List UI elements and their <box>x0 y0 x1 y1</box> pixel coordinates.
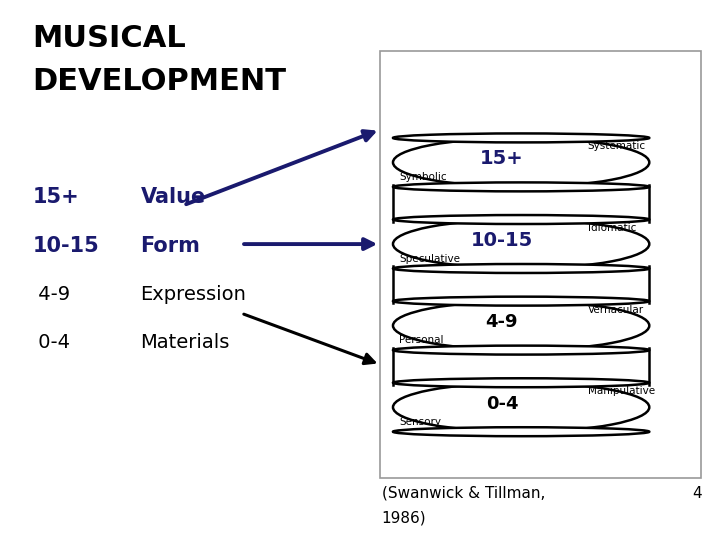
Text: Symbolic: Symbolic <box>400 172 447 182</box>
Ellipse shape <box>393 427 649 436</box>
Polygon shape <box>393 264 649 306</box>
Ellipse shape <box>393 378 649 387</box>
Text: 15+: 15+ <box>480 149 523 168</box>
Ellipse shape <box>393 138 649 187</box>
Text: 4-9: 4-9 <box>486 313 518 331</box>
FancyArrowPatch shape <box>244 314 374 363</box>
Bar <box>380 51 701 478</box>
Text: 15+: 15+ <box>32 187 79 207</box>
Text: DEVELOPMENT: DEVELOPMENT <box>32 68 287 97</box>
Text: 10-15: 10-15 <box>471 231 533 250</box>
Text: Vernacular: Vernacular <box>588 305 644 315</box>
Text: Idiomatic: Idiomatic <box>588 223 636 233</box>
FancyArrowPatch shape <box>186 131 374 204</box>
Text: Expression: Expression <box>140 285 246 304</box>
Ellipse shape <box>393 215 649 224</box>
Text: 4-9: 4-9 <box>32 285 71 304</box>
Ellipse shape <box>393 133 649 143</box>
Text: Sensory: Sensory <box>400 417 441 427</box>
Ellipse shape <box>393 183 649 191</box>
Text: Materials: Materials <box>140 333 230 353</box>
Text: Speculative: Speculative <box>400 254 460 264</box>
Text: 10-15: 10-15 <box>32 235 99 256</box>
Text: Manipulative: Manipulative <box>588 386 655 396</box>
Polygon shape <box>393 183 649 224</box>
Text: 4: 4 <box>693 486 702 501</box>
Ellipse shape <box>393 383 649 431</box>
Text: Personal: Personal <box>400 335 444 345</box>
Ellipse shape <box>393 220 649 268</box>
Text: 0-4: 0-4 <box>32 333 71 353</box>
Ellipse shape <box>393 264 649 273</box>
FancyArrowPatch shape <box>244 239 373 249</box>
Text: Systematic: Systematic <box>588 141 646 152</box>
Ellipse shape <box>393 301 649 350</box>
Text: 1986): 1986) <box>382 510 426 525</box>
Polygon shape <box>393 346 649 387</box>
Ellipse shape <box>393 346 649 355</box>
Text: 0-4: 0-4 <box>486 395 518 413</box>
Text: MUSICAL: MUSICAL <box>32 24 186 53</box>
Ellipse shape <box>393 296 649 306</box>
Text: Value: Value <box>140 187 206 207</box>
Text: (Swanwick & Tillman,: (Swanwick & Tillman, <box>382 486 545 501</box>
Text: Form: Form <box>140 235 200 256</box>
